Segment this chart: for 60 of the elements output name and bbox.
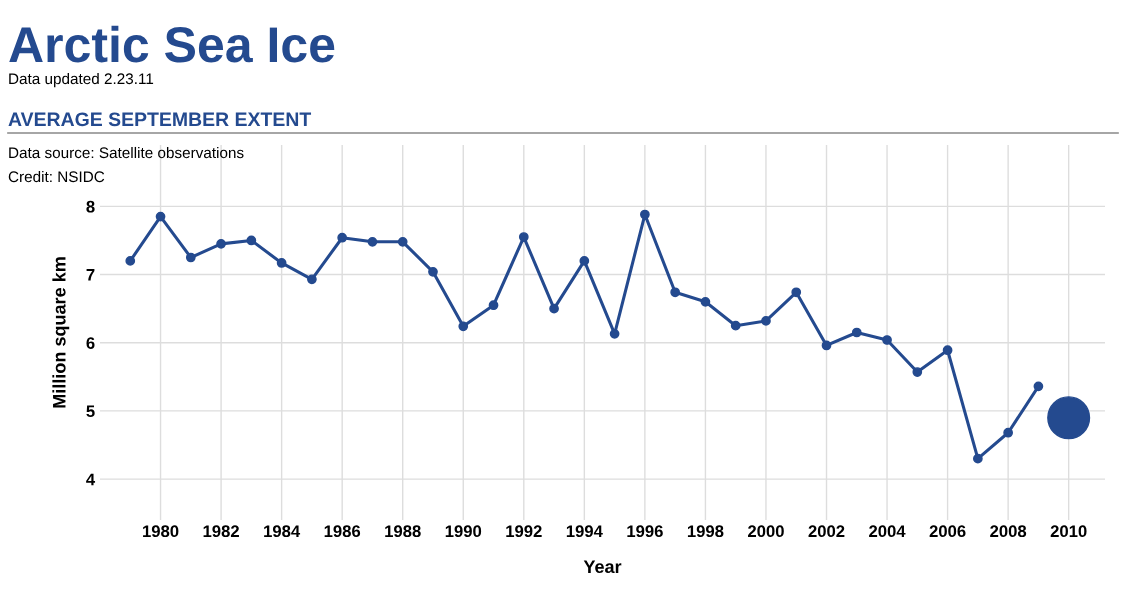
point — [882, 335, 892, 345]
point — [488, 300, 499, 311]
x-axis-title: Year — [583, 560, 622, 574]
x-tick-label: 2004 — [869, 525, 906, 538]
point — [730, 320, 741, 331]
x-tick-label: 1982 — [203, 525, 239, 538]
point — [307, 274, 317, 285]
text: AVERAGE SEPTEMBER EXTENT — [8, 112, 312, 127]
point — [216, 239, 226, 249]
point — [640, 209, 650, 220]
point — [942, 345, 953, 356]
chart-subtitle: Data updated 2.23.11 — [9, 72, 154, 88]
x-tick-label: 1984 — [264, 525, 301, 538]
point — [912, 367, 923, 377]
point — [791, 287, 802, 298]
y-tick-label: 6 — [86, 337, 95, 349]
point — [1033, 381, 1044, 392]
point — [851, 327, 862, 338]
point — [428, 266, 438, 277]
x-tick-label: 2008 — [990, 525, 1027, 538]
annotation: Credit: NSIDC — [8, 170, 105, 183]
x-tick-label: 2006 — [929, 525, 966, 538]
point — [609, 329, 620, 339]
point — [518, 232, 529, 242]
x-tick-label: 1994 — [566, 525, 603, 538]
chart-title: Arctic Sea Ice — [9, 25, 335, 63]
x-tick-label: 1988 — [385, 525, 421, 538]
annotation: Data source: Satellite observations — [9, 146, 244, 159]
point — [972, 453, 983, 464]
x-tick-label: 1998 — [687, 525, 724, 538]
x-tick-label: 2010 — [1050, 525, 1087, 538]
point — [700, 296, 711, 307]
point — [155, 211, 166, 222]
point — [276, 258, 287, 268]
point — [246, 235, 257, 246]
y-axis-title: Million square km — [52, 257, 70, 408]
point — [458, 321, 469, 332]
x-tick-label: 2002 — [808, 525, 845, 538]
point — [670, 287, 681, 298]
point — [821, 340, 832, 351]
point — [1003, 427, 1013, 438]
y-tick-label: 4 — [86, 473, 96, 486]
y-tick-label: 7 — [86, 269, 95, 281]
y-tick-label: 8 — [86, 200, 95, 213]
point — [579, 256, 590, 266]
point — [549, 303, 559, 314]
point — [337, 232, 348, 243]
x-tick-label: 1986 — [324, 525, 361, 538]
x-tick-label: 1980 — [143, 525, 179, 538]
x-tick-label: 1996 — [627, 525, 663, 538]
point — [125, 256, 136, 266]
x-tick-label: 2000 — [748, 525, 784, 538]
x-tick-label: 1992 — [506, 525, 542, 538]
point — [1047, 396, 1091, 440]
x-tick-label: 1990 — [445, 525, 482, 538]
point — [367, 236, 378, 247]
point — [397, 236, 408, 247]
point — [761, 316, 771, 326]
y-tick-label: 5 — [86, 405, 95, 418]
point — [185, 252, 196, 263]
